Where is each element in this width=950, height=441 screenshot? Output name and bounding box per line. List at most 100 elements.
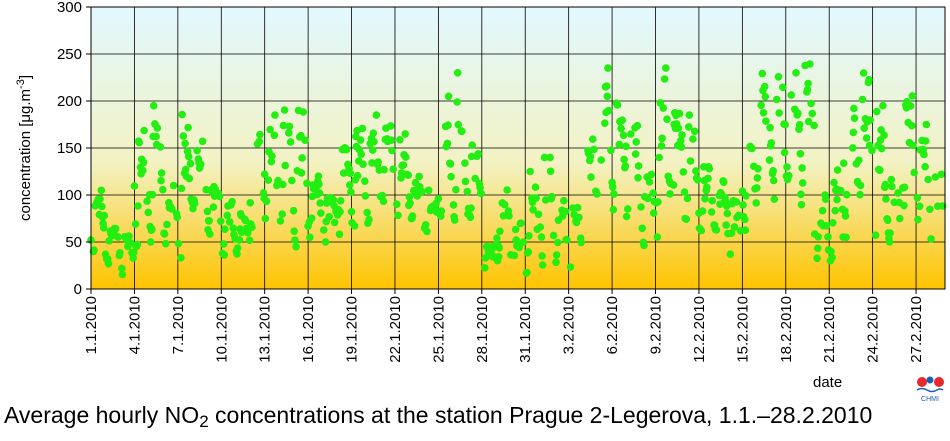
data-point — [481, 264, 489, 272]
data-point — [125, 232, 133, 240]
data-point — [887, 175, 896, 184]
data-point — [245, 236, 254, 245]
data-point — [914, 215, 922, 224]
data-point — [865, 75, 873, 84]
logo-dot-left — [917, 377, 927, 387]
data-point — [794, 109, 802, 117]
data-point — [517, 219, 525, 227]
logo-wave — [916, 387, 944, 393]
data-point — [686, 157, 695, 165]
x-tick-label: 24.2.2010 — [865, 296, 882, 363]
data-point — [873, 107, 881, 116]
data-point — [291, 236, 299, 244]
data-point — [900, 183, 909, 192]
data-point — [134, 202, 142, 210]
x-tick-label: 21.2.2010 — [821, 296, 838, 363]
data-point — [931, 173, 940, 181]
data-point — [748, 144, 756, 153]
data-point — [640, 241, 648, 250]
data-point — [913, 194, 922, 202]
data-point — [705, 164, 713, 173]
data-point — [216, 217, 225, 226]
data-point — [638, 224, 646, 233]
data-point — [127, 239, 135, 247]
x-tick-label: 7.1.2010 — [170, 296, 187, 354]
data-point — [678, 131, 686, 139]
data-point — [314, 172, 323, 180]
data-point — [365, 215, 373, 224]
y-tick-label: 200 — [57, 93, 82, 110]
data-point — [206, 230, 214, 238]
data-point — [758, 69, 767, 78]
x-tick-label: 3.2.2010 — [561, 296, 578, 354]
data-point — [796, 150, 805, 158]
data-point — [146, 238, 155, 246]
data-point — [808, 109, 817, 118]
data-point — [609, 205, 618, 214]
data-point — [538, 261, 547, 269]
data-point — [797, 190, 805, 199]
data-point — [732, 198, 741, 206]
data-point — [620, 155, 628, 164]
data-point — [649, 209, 658, 217]
data-point — [461, 159, 469, 167]
data-point — [824, 233, 832, 241]
data-point — [325, 212, 334, 221]
data-point — [882, 195, 890, 203]
data-point — [680, 188, 689, 196]
x-tick-label: 10.1.2010 — [213, 296, 230, 363]
x-tick-label: 13.1.2010 — [257, 296, 274, 363]
data-point — [679, 168, 688, 176]
data-point — [278, 210, 287, 218]
data-point — [760, 82, 769, 91]
data-point — [347, 188, 355, 196]
caption-subscript: 2 — [199, 412, 209, 431]
data-point — [443, 139, 452, 148]
data-point — [316, 199, 325, 207]
data-point — [529, 206, 537, 214]
data-point — [424, 186, 433, 195]
data-point — [762, 117, 770, 125]
data-point — [848, 144, 857, 152]
data-point — [604, 106, 613, 115]
data-point — [493, 234, 501, 242]
data-point — [876, 166, 884, 175]
data-point — [624, 205, 632, 213]
data-point — [336, 207, 344, 216]
data-point — [908, 121, 916, 130]
data-point — [297, 169, 306, 177]
data-point — [798, 179, 807, 187]
data-point — [190, 199, 199, 208]
data-point — [900, 201, 908, 210]
data-point — [662, 64, 670, 72]
data-point — [827, 247, 835, 256]
data-point — [536, 223, 545, 231]
data-point — [477, 189, 486, 198]
data-point — [157, 176, 165, 185]
data-point — [881, 180, 890, 189]
data-point — [241, 216, 250, 225]
data-point — [225, 218, 234, 226]
data-point — [301, 136, 309, 144]
data-point — [330, 218, 339, 227]
data-point — [814, 233, 823, 241]
data-point — [632, 138, 640, 146]
x-tick-label: 18.2.2010 — [778, 296, 795, 363]
y-axis-title: concentration [μg.m-3] — [15, 75, 34, 221]
data-point — [298, 154, 306, 162]
data-point — [173, 213, 181, 222]
data-point — [494, 252, 503, 261]
data-point — [726, 250, 735, 258]
data-point — [554, 238, 562, 247]
data-point — [821, 195, 830, 203]
data-point — [836, 186, 845, 195]
data-point — [503, 186, 511, 194]
data-point — [511, 225, 520, 234]
data-point — [336, 197, 345, 205]
data-point — [804, 79, 812, 88]
data-point — [160, 230, 169, 238]
data-point — [116, 249, 124, 257]
data-point — [379, 197, 388, 206]
x-tick-label: 9.2.2010 — [648, 296, 665, 354]
